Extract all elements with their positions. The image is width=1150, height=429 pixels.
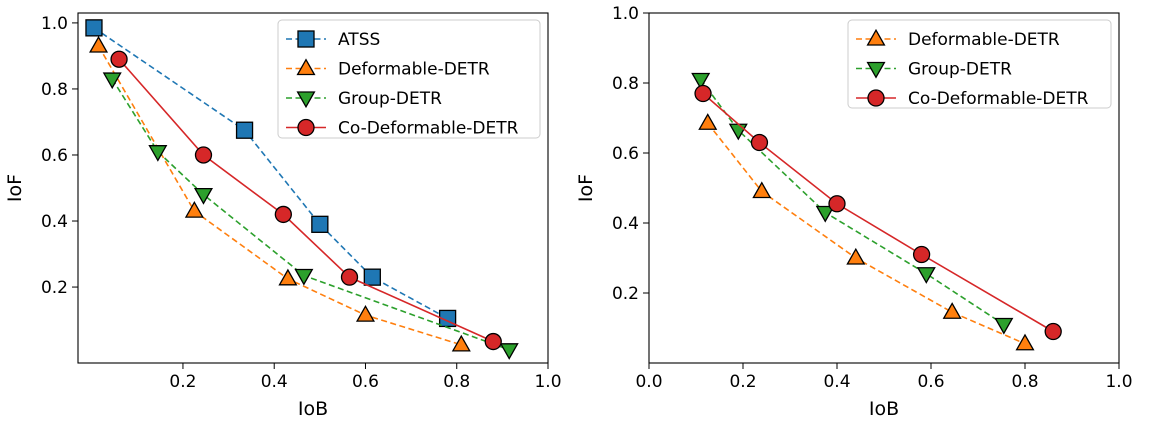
legend-marker (867, 89, 885, 107)
data-point-co-deformable-detr (484, 332, 502, 351)
data-point-group-detr (994, 317, 1014, 335)
data-point-group-detr (102, 72, 122, 90)
legend-label: Group-DETR (338, 89, 442, 109)
y-tick-label: 0.8 (612, 74, 639, 94)
x-tick-label: 1.0 (534, 372, 561, 392)
data-point-deformable-detr (1015, 333, 1035, 351)
legend-label: Co-Deformable-DETR (338, 119, 519, 139)
legend-marker (296, 58, 316, 76)
data-point-deformable-detr (89, 35, 109, 53)
y-tick-label: 0.4 (612, 214, 639, 234)
chart-2: 0.0 0.2 0.4 0.6 0.8 1.0 0.2 0.4 0.6 0.8 1.0 IoB IoF D… (575, 4, 1133, 420)
data-point-deformable-detr (184, 200, 204, 218)
y-tick-label: 1.0 (41, 14, 68, 34)
data-point-group-detr (148, 145, 168, 162)
x-tick-label: 0.8 (443, 372, 470, 392)
legend-label: Co-Deformable-DETR (908, 89, 1089, 109)
data-point-group-detr (916, 267, 936, 284)
data-point-deformable-detr (278, 268, 298, 286)
x-tick-label: 0.0 (635, 372, 662, 392)
x-tick-label: 1.0 (1105, 372, 1132, 392)
legend: ATSS Deformable-DETR Group-DETR Co-Deformab… (277, 19, 541, 139)
x-tick-label: 0.6 (917, 372, 944, 392)
data-point-deformable-detr (451, 334, 471, 352)
data-point-deformable-detr (846, 247, 866, 265)
data-point-atss (85, 19, 103, 37)
legend-marker (296, 91, 316, 109)
x-tick-label: 0.2 (729, 372, 756, 392)
data-point-deformable-detr (752, 181, 772, 199)
legend: Deformable-DETR Group-DETR Co-Deformable-D… (847, 19, 1112, 109)
data-point-deformable-detr (698, 113, 718, 130)
data-point-co-deformable-detr (340, 268, 359, 286)
data-point-group-detr (499, 343, 519, 360)
data-point-group-detr (691, 72, 711, 90)
y-tick-label: 0.6 (612, 144, 639, 164)
data-point-co-deformable-detr (194, 146, 213, 164)
series-line-co-deformable-detr (702, 92, 1054, 333)
legend-box (847, 19, 1112, 109)
plot-frame (648, 12, 1120, 364)
data-point-co-deformable-detr (1044, 322, 1062, 341)
x-tick-label: 0.4 (823, 372, 850, 392)
y-tick-label: 1.0 (612, 4, 639, 24)
plot-frame (77, 12, 549, 364)
y-tick-label: 0.6 (41, 146, 68, 166)
legend-box (277, 19, 541, 139)
series-line-group-detr (700, 79, 1005, 326)
data-point-deformable-detr (942, 302, 962, 319)
data-point-co-deformable-detr (110, 50, 128, 68)
data-point-group-detr (815, 205, 835, 223)
data-point-co-deformable-detr (750, 133, 769, 152)
y-tick-label: 0.4 (41, 212, 68, 232)
y-axis-label: IoF (575, 174, 597, 202)
data-point-atss (363, 268, 381, 286)
x-tick-label: 0.6 (352, 372, 379, 392)
legend-label: Group-DETR (908, 60, 1012, 80)
x-axis-label: IoB (869, 398, 899, 420)
x-tick-label: 0.2 (169, 372, 196, 392)
data-point-co-deformable-detr (828, 195, 846, 213)
data-point-group-detr (193, 187, 214, 205)
legend-label: ATSS (338, 30, 380, 50)
legend-marker (866, 28, 886, 46)
legend-marker (297, 118, 315, 137)
x-axis-label: IoB (298, 398, 328, 420)
data-point-co-deformable-detr (912, 245, 931, 264)
x-tick-label: 0.8 (1011, 372, 1038, 392)
y-tick-label: 0.8 (41, 80, 68, 100)
legend-marker (297, 30, 315, 48)
data-point-co-deformable-detr (274, 205, 292, 224)
legend-marker (866, 61, 886, 79)
y-tick-label: 0.2 (41, 278, 68, 298)
legend-label: Deformable-DETR (908, 30, 1060, 50)
y-tick-label: 0.2 (612, 284, 639, 304)
data-point-group-detr (294, 268, 314, 286)
data-point-deformable-detr (355, 305, 375, 322)
x-tick-label: 0.4 (261, 372, 288, 392)
data-point-co-deformable-detr (694, 84, 712, 103)
series-line-deformable-detr (707, 122, 1026, 345)
data-point-atss (311, 215, 329, 233)
y-axis-label: IoF (4, 174, 26, 202)
data-point-atss (235, 121, 254, 139)
chart-1: 0.2 0.4 0.6 0.8 1.0 0.2 0.4 0.6 0.8 1.0 IoB IoF ATSS… (4, 12, 562, 420)
legend-label: Deformable-DETR (338, 60, 490, 80)
